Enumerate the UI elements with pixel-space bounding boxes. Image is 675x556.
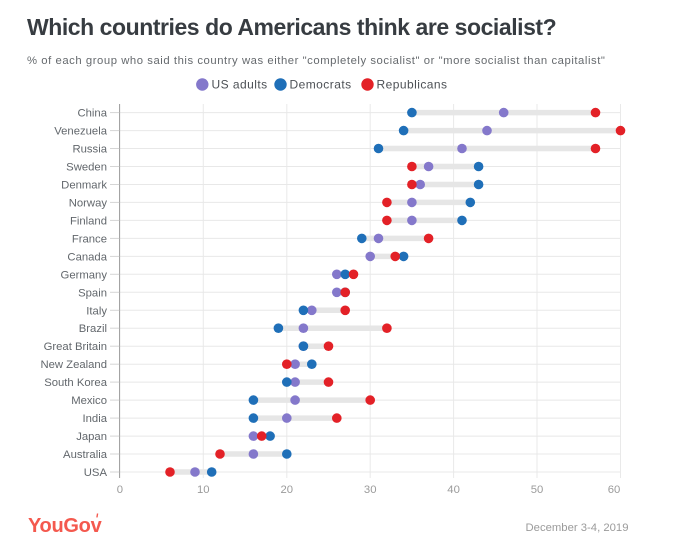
svg-text:0: 0 [117, 484, 123, 496]
svg-text:30: 30 [364, 484, 377, 496]
svg-text:China: China [77, 108, 107, 120]
svg-text:Venezuela: Venezuela [54, 126, 107, 138]
svg-text:20: 20 [281, 484, 294, 496]
svg-text:South Korea: South Korea [44, 377, 108, 389]
svg-text:Democrats: Democrats [290, 78, 352, 92]
svg-text:Germany: Germany [61, 269, 108, 281]
svg-text:Brazil: Brazil [79, 323, 107, 335]
svg-text:Canada: Canada [67, 251, 107, 263]
svg-text:Spain: Spain [78, 287, 107, 299]
svg-text:10: 10 [197, 484, 210, 496]
svg-text:Great Britain: Great Britain [44, 341, 107, 353]
svg-text:USA: USA [84, 467, 108, 479]
svg-text:40: 40 [447, 484, 460, 496]
svg-text:% of each group who said this: % of each group who said this country wa… [27, 55, 605, 67]
svg-text:60: 60 [608, 484, 621, 496]
svg-text:Finland: Finland [70, 215, 107, 227]
svg-text:France: France [72, 233, 107, 245]
svg-text:December 3-4, 2019: December 3-4, 2019 [526, 522, 629, 534]
svg-text:Republicans: Republicans [377, 78, 448, 92]
svg-text:India: India [83, 413, 108, 425]
svg-text:50: 50 [531, 484, 544, 496]
svg-text:Which countries do Americans t: Which countries do Americans think are s… [27, 14, 556, 40]
svg-text:Denmark: Denmark [61, 180, 107, 192]
svg-text:Japan: Japan [76, 431, 107, 443]
svg-text:Mexico: Mexico [71, 395, 107, 407]
svg-text:Australia: Australia [63, 449, 108, 461]
svg-text:Russia: Russia [72, 144, 107, 156]
svg-text:Italy: Italy [86, 305, 107, 317]
svg-text:YouGov: YouGov [28, 515, 103, 537]
svg-text:Sweden: Sweden [66, 162, 107, 174]
svg-text:Norway: Norway [69, 197, 108, 209]
svg-text:US adults: US adults [212, 78, 268, 92]
svg-text:New Zealand: New Zealand [40, 359, 107, 371]
